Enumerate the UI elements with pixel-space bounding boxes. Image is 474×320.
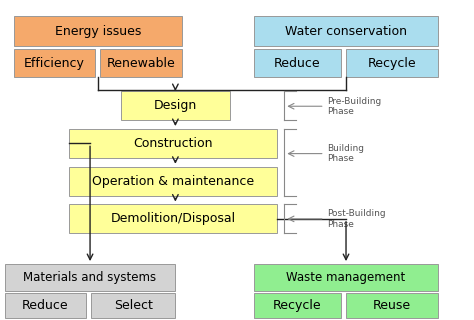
FancyBboxPatch shape [254,293,341,318]
Text: Reduce: Reduce [274,57,321,69]
FancyBboxPatch shape [69,129,277,158]
Text: Materials and systems: Materials and systems [24,271,156,284]
FancyBboxPatch shape [5,293,86,318]
FancyBboxPatch shape [254,264,438,291]
FancyBboxPatch shape [254,49,341,77]
FancyBboxPatch shape [121,91,230,120]
Text: Water conservation: Water conservation [285,25,407,38]
FancyBboxPatch shape [346,49,438,77]
FancyBboxPatch shape [100,49,182,77]
FancyBboxPatch shape [254,16,438,46]
Text: Reduce: Reduce [22,299,69,312]
Text: Design: Design [154,99,197,112]
Text: Pre-Building
Phase: Pre-Building Phase [327,97,381,116]
FancyBboxPatch shape [346,293,438,318]
FancyBboxPatch shape [5,264,175,291]
Text: Building
Phase: Building Phase [327,144,364,163]
Text: Efficiency: Efficiency [24,57,85,69]
Text: Construction: Construction [133,137,213,150]
Text: Select: Select [114,299,153,312]
Text: Reuse: Reuse [373,299,411,312]
FancyBboxPatch shape [69,204,277,233]
Text: Recycle: Recycle [368,57,417,69]
Text: Renewable: Renewable [107,57,175,69]
Text: Demolition/Disposal: Demolition/Disposal [110,212,236,225]
Text: Operation & maintenance: Operation & maintenance [92,175,254,188]
FancyBboxPatch shape [69,167,277,196]
Text: Waste management: Waste management [286,271,406,284]
FancyBboxPatch shape [91,293,175,318]
FancyBboxPatch shape [14,16,182,46]
Text: Post-Building
Phase: Post-Building Phase [327,209,386,228]
FancyBboxPatch shape [14,49,95,77]
Text: Recycle: Recycle [273,299,322,312]
Text: Energy issues: Energy issues [55,25,142,38]
